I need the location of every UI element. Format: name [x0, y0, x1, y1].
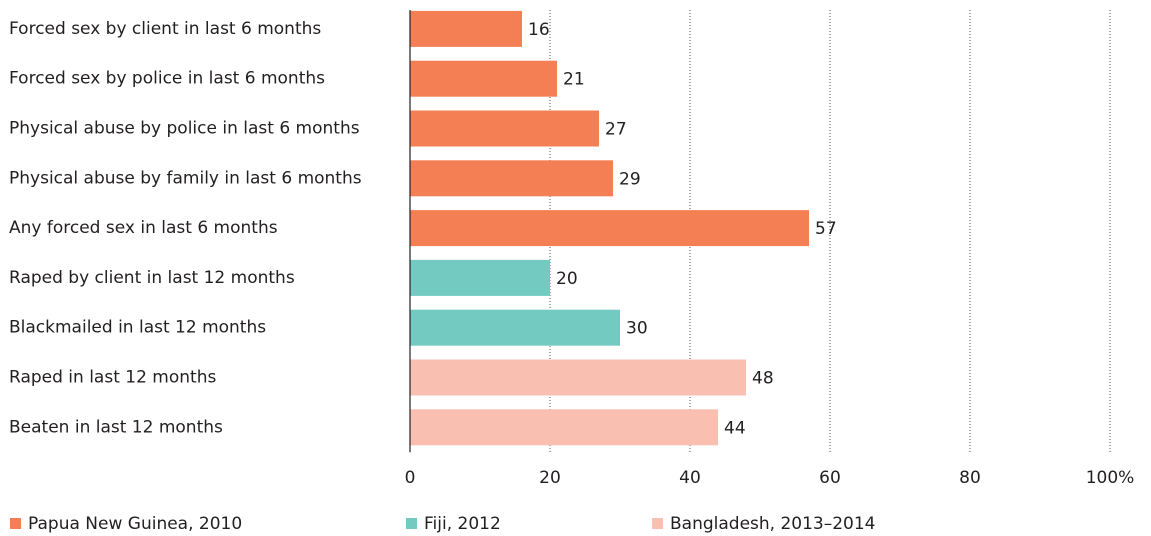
data-label: 30	[626, 319, 648, 339]
bar	[410, 160, 613, 197]
y-tick-label: Physical abuse by police in last 6 month…	[9, 119, 360, 139]
y-tick-label: Forced sex by police in last 6 months	[9, 69, 325, 89]
legend-swatch	[10, 518, 21, 529]
data-label: 48	[752, 369, 774, 389]
x-tick-label: 80	[959, 468, 981, 488]
x-tick-label: 0	[405, 468, 416, 488]
legend-swatch	[652, 518, 663, 529]
y-tick-label: Forced sex by client in last 6 months	[9, 19, 321, 39]
bar	[410, 60, 557, 97]
bar	[410, 409, 718, 446]
y-tick-label: Physical abuse by family in last 6 month…	[9, 168, 362, 188]
legend-swatch	[406, 518, 417, 529]
data-label: 57	[815, 219, 837, 239]
x-tick-label: 40	[679, 468, 701, 488]
legend-label: Fiji, 2012	[424, 514, 501, 534]
bar	[410, 10, 522, 47]
y-tick-label: Raped in last 12 months	[9, 368, 216, 388]
bar	[410, 259, 550, 296]
legend-label: Bangladesh, 2013–2014	[670, 514, 876, 534]
data-label: 21	[563, 70, 585, 90]
bar	[410, 210, 809, 247]
data-label: 29	[619, 169, 641, 189]
y-tick-label: Beaten in last 12 months	[9, 417, 223, 437]
data-label: 16	[528, 20, 550, 40]
data-label: 27	[605, 120, 627, 140]
x-tick-label: 20	[539, 468, 561, 488]
bar	[410, 309, 620, 346]
data-label: 20	[556, 269, 578, 289]
x-tick-label: 100%	[1086, 468, 1135, 488]
y-tick-label: Raped by client in last 12 months	[9, 268, 295, 288]
data-label: 44	[724, 418, 746, 438]
bar	[410, 359, 746, 396]
x-tick-label: 60	[819, 468, 841, 488]
y-tick-label: Blackmailed in last 12 months	[9, 318, 266, 338]
bar	[410, 110, 599, 147]
legend-label: Papua New Guinea, 2010	[28, 514, 242, 534]
y-tick-label: Any forced sex in last 6 months	[9, 218, 278, 238]
